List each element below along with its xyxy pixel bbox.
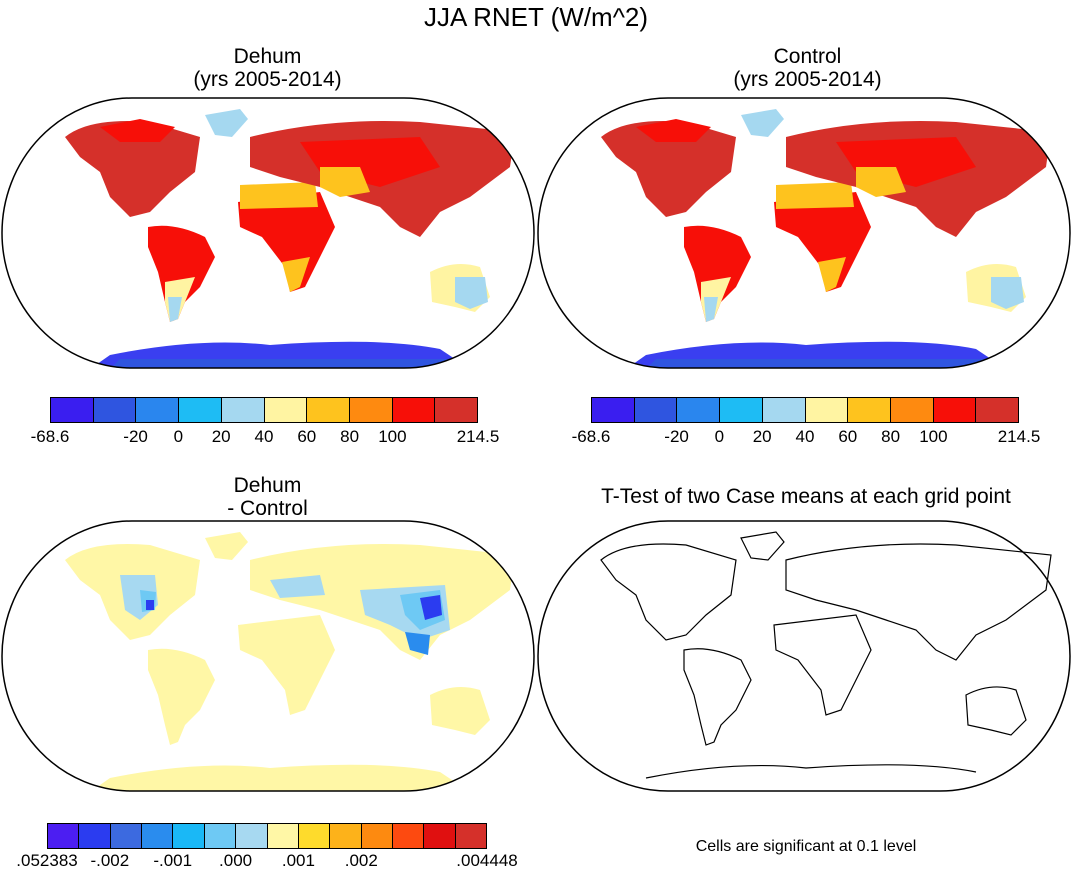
colorbar-swatch	[173, 824, 205, 848]
colorbar-swatch	[236, 824, 268, 848]
colorbar-tick-label: -20	[123, 427, 148, 446]
colorbar-tick-label: 214.5	[456, 427, 500, 446]
panel-title-dehum: Dehum (yrs 2005-2014)	[100, 45, 435, 91]
colorbar-swatch	[976, 398, 1019, 422]
panel-title-dehum-line2: (yrs 2005-2014)	[193, 68, 342, 91]
colorbar-swatch	[307, 398, 350, 422]
colorbar-tick-label: 100	[919, 427, 948, 446]
colorbar-swatch	[221, 398, 265, 422]
colorbar-swatch	[435, 398, 478, 422]
map-difference	[1, 520, 535, 792]
colorbar-tick-label: -.002	[90, 851, 130, 870]
colorbar-swatch	[179, 398, 222, 422]
colorbar-swatch	[933, 398, 977, 422]
colorbar-tick-label: 100	[378, 427, 407, 446]
colorbar-swatch	[298, 824, 331, 848]
colorbar-tick-label: .052383	[16, 851, 78, 870]
panel-title-control-line1: Control	[773, 45, 842, 68]
colorbar-tick-label: -.001	[153, 851, 193, 870]
colorbar-control	[591, 397, 1019, 423]
colorbar-tick-label: .004448	[456, 851, 518, 870]
colorbar-swatch	[592, 398, 635, 422]
panel-title-diff-line1: Dehum	[233, 474, 302, 497]
colorbar-swatch	[264, 398, 308, 422]
panel-title-control-line2: (yrs 2005-2014)	[733, 68, 882, 91]
colorbar-tick-label: .002	[344, 851, 378, 870]
colorbar-tick-label: .000	[219, 851, 253, 870]
colorbar-swatch	[361, 824, 393, 848]
colorbar-tick-label: 60	[297, 427, 317, 446]
colorbar-swatch	[762, 398, 806, 422]
colorbar-swatch	[142, 824, 174, 848]
colorbar-swatch	[720, 398, 763, 422]
colorbar-swatch	[51, 398, 94, 422]
panel-title-ttest: T-Test of two Case means at each grid po…	[556, 485, 1056, 508]
colorbar-swatch	[267, 824, 299, 848]
colorbar-swatch	[392, 398, 436, 422]
colorbar-swatch	[634, 398, 678, 422]
colorbar-tick-label: 40	[795, 427, 815, 446]
panel-title-control: Control (yrs 2005-2014)	[640, 45, 975, 91]
colorbar-swatch	[890, 398, 934, 422]
colorbar-swatch	[79, 824, 111, 848]
colorbar-swatch	[93, 398, 137, 422]
figure-title: JJA RNET (W/m^2)	[423, 2, 649, 32]
colorbar-tick-label: 80	[881, 427, 901, 446]
colorbar-tick-label: 60	[838, 427, 858, 446]
colorbar-swatch	[848, 398, 891, 422]
colorbar-swatch	[330, 824, 362, 848]
colorbar-tick-label: -68.6	[571, 427, 611, 446]
colorbar-swatch	[48, 824, 80, 848]
map-ttest	[537, 520, 1071, 792]
colorbar-tick-label: .001	[281, 851, 315, 870]
colorbar-swatch	[110, 824, 143, 848]
panel-title-dehum-line1: Dehum	[233, 45, 302, 68]
colorbar-tick-label: 40	[254, 427, 274, 446]
significance-note: Cells are significant at 0.1 level	[695, 838, 917, 855]
colorbar-swatch	[204, 824, 237, 848]
colorbar-difference	[47, 823, 487, 849]
colorbar-tick-label: -20	[664, 427, 689, 446]
colorbar-swatch	[424, 824, 456, 848]
colorbar-swatch	[349, 398, 393, 422]
colorbar-dehum	[50, 397, 478, 423]
map-dehum	[1, 97, 535, 369]
colorbar-tick-label: 20	[211, 427, 231, 446]
colorbar-tick-label: 20	[752, 427, 772, 446]
colorbar-swatch	[677, 398, 721, 422]
panel-title-diff-line2: - Control	[227, 497, 308, 520]
panel-title-diff: Dehum - Control	[100, 474, 435, 520]
map-control	[537, 97, 1071, 369]
colorbar-swatch	[136, 398, 180, 422]
colorbar-swatch	[392, 824, 425, 848]
colorbar-tick-label: 80	[340, 427, 360, 446]
colorbar-tick-label: 0	[173, 427, 184, 446]
colorbar-tick-label: 214.5	[997, 427, 1041, 446]
colorbar-tick-label: 0	[714, 427, 725, 446]
colorbar-tick-label: -68.6	[30, 427, 70, 446]
colorbar-swatch	[455, 824, 487, 848]
panel-title-ttest-line1: T-Test of two Case means at each grid po…	[601, 485, 1011, 508]
colorbar-swatch	[805, 398, 849, 422]
